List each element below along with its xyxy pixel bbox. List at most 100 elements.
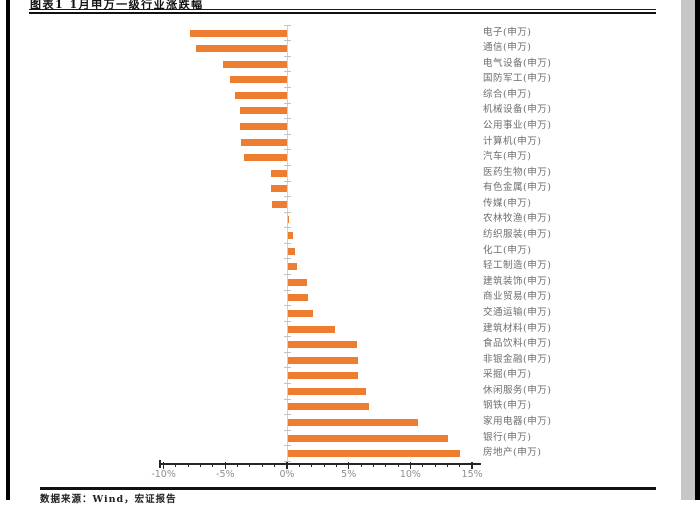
row-boundary-tick (283, 305, 291, 307)
x-tick-label: 10% (399, 469, 421, 480)
row-boundary-tick (283, 24, 291, 26)
x-minor-tick (385, 464, 387, 467)
row-boundary-tick (283, 196, 291, 198)
bar (288, 247, 296, 255)
x-tick-label: 5% (341, 469, 357, 480)
page-edge-shadow (681, 0, 695, 500)
bar (240, 122, 287, 130)
row-boundary-tick (283, 367, 291, 369)
x-minor-tick (298, 464, 300, 467)
bar (241, 138, 287, 146)
row-boundary-tick (283, 414, 291, 416)
row-boundary-tick (283, 320, 291, 322)
category-label: 传媒(申万) (483, 197, 532, 209)
bar (288, 403, 370, 411)
figure-title: 图表1 1月申万一级行业涨跌幅 (30, 0, 204, 11)
row-boundary-tick (283, 383, 291, 385)
bar (235, 91, 287, 99)
category-label: 综合(申万) (483, 88, 532, 100)
category-label: 有色金属(申万) (483, 182, 552, 194)
x-axis-endcap (159, 459, 161, 468)
x-major-tick (347, 461, 350, 469)
row-boundary-tick (283, 242, 291, 244)
bar (272, 200, 287, 208)
row-boundary-tick (283, 445, 291, 447)
x-minor-tick (335, 464, 337, 467)
x-major-tick (409, 461, 412, 469)
bar (288, 341, 358, 349)
category-label: 电子(申万) (483, 26, 532, 38)
category-label: 采掘(申万) (483, 369, 532, 381)
bar (288, 372, 359, 380)
row-boundary-tick (283, 71, 291, 73)
x-minor-tick (397, 464, 399, 467)
category-label: 商业贸易(申万) (483, 291, 552, 303)
title-double-rule (29, 9, 656, 14)
bar (195, 45, 287, 53)
category-label: 电气设备(申万) (483, 57, 552, 69)
category-label: 银行(申万) (483, 431, 532, 443)
page-right-border (695, 0, 700, 500)
page-left-border (6, 0, 10, 500)
x-minor-tick (360, 464, 362, 467)
zero-axis-line (286, 25, 288, 463)
row-boundary-tick (283, 273, 291, 275)
row-boundary-tick (283, 87, 291, 89)
bar (288, 450, 460, 458)
bar (288, 263, 297, 271)
x-major-tick (286, 461, 288, 469)
category-label: 钢铁(申万) (483, 400, 532, 412)
bar (288, 419, 418, 426)
row-boundary-tick (283, 102, 291, 104)
category-label: 房地产(申万) (483, 447, 542, 459)
bar (270, 185, 287, 193)
row-boundary-tick (283, 336, 291, 338)
row-boundary-tick (283, 460, 291, 462)
x-major-tick (224, 461, 227, 469)
x-minor-tick (446, 464, 448, 467)
category-label: 纺织服装(申万) (483, 229, 552, 241)
category-label: 家用电器(申万) (483, 416, 552, 427)
category-label: 公用事业(申万) (483, 119, 552, 131)
row-boundary-tick (283, 55, 291, 57)
row-boundary-tick (283, 289, 291, 291)
x-tick-label: -5% (216, 469, 235, 480)
category-label: 机械设备(申万) (483, 104, 552, 116)
bar (270, 169, 287, 177)
bar (288, 309, 313, 317)
x-major-tick (471, 461, 473, 469)
x-axis-line (159, 463, 481, 465)
row-boundary-tick (283, 258, 291, 260)
bar (288, 387, 366, 395)
x-tick-label: 15% (461, 469, 483, 480)
x-minor-tick (434, 464, 436, 467)
row-boundary-tick (283, 227, 291, 229)
row-boundary-tick (283, 429, 291, 431)
category-label: 交通运输(申万) (483, 306, 552, 318)
x-minor-tick (212, 464, 214, 467)
row-boundary-tick (283, 149, 291, 151)
bar (288, 325, 335, 333)
x-minor-tick (459, 464, 461, 467)
bar (288, 356, 359, 364)
x-minor-tick (187, 464, 189, 467)
row-boundary-tick (283, 180, 291, 182)
category-label: 建筑材料(申万) (483, 322, 552, 334)
row-boundary-tick (283, 118, 291, 120)
category-label: 汽车(申万) (483, 151, 532, 163)
category-label: 食品饮料(申万) (483, 338, 552, 350)
category-label: 医药生物(申万) (483, 166, 552, 178)
x-minor-tick (249, 464, 251, 467)
row-boundary-tick (283, 351, 291, 353)
category-label: 建筑装饰(申万) (483, 275, 552, 287)
x-minor-tick (261, 464, 263, 467)
category-label: 化工(申万) (483, 244, 532, 256)
bar (288, 294, 308, 302)
category-label: 国防军工(申万) (483, 73, 552, 85)
bar (288, 232, 293, 240)
category-label: 农林牧渔(申万) (483, 213, 552, 225)
x-tick-label: 0% (279, 469, 295, 480)
x-minor-tick (274, 464, 276, 467)
row-boundary-tick (283, 398, 291, 400)
bar (288, 216, 290, 224)
